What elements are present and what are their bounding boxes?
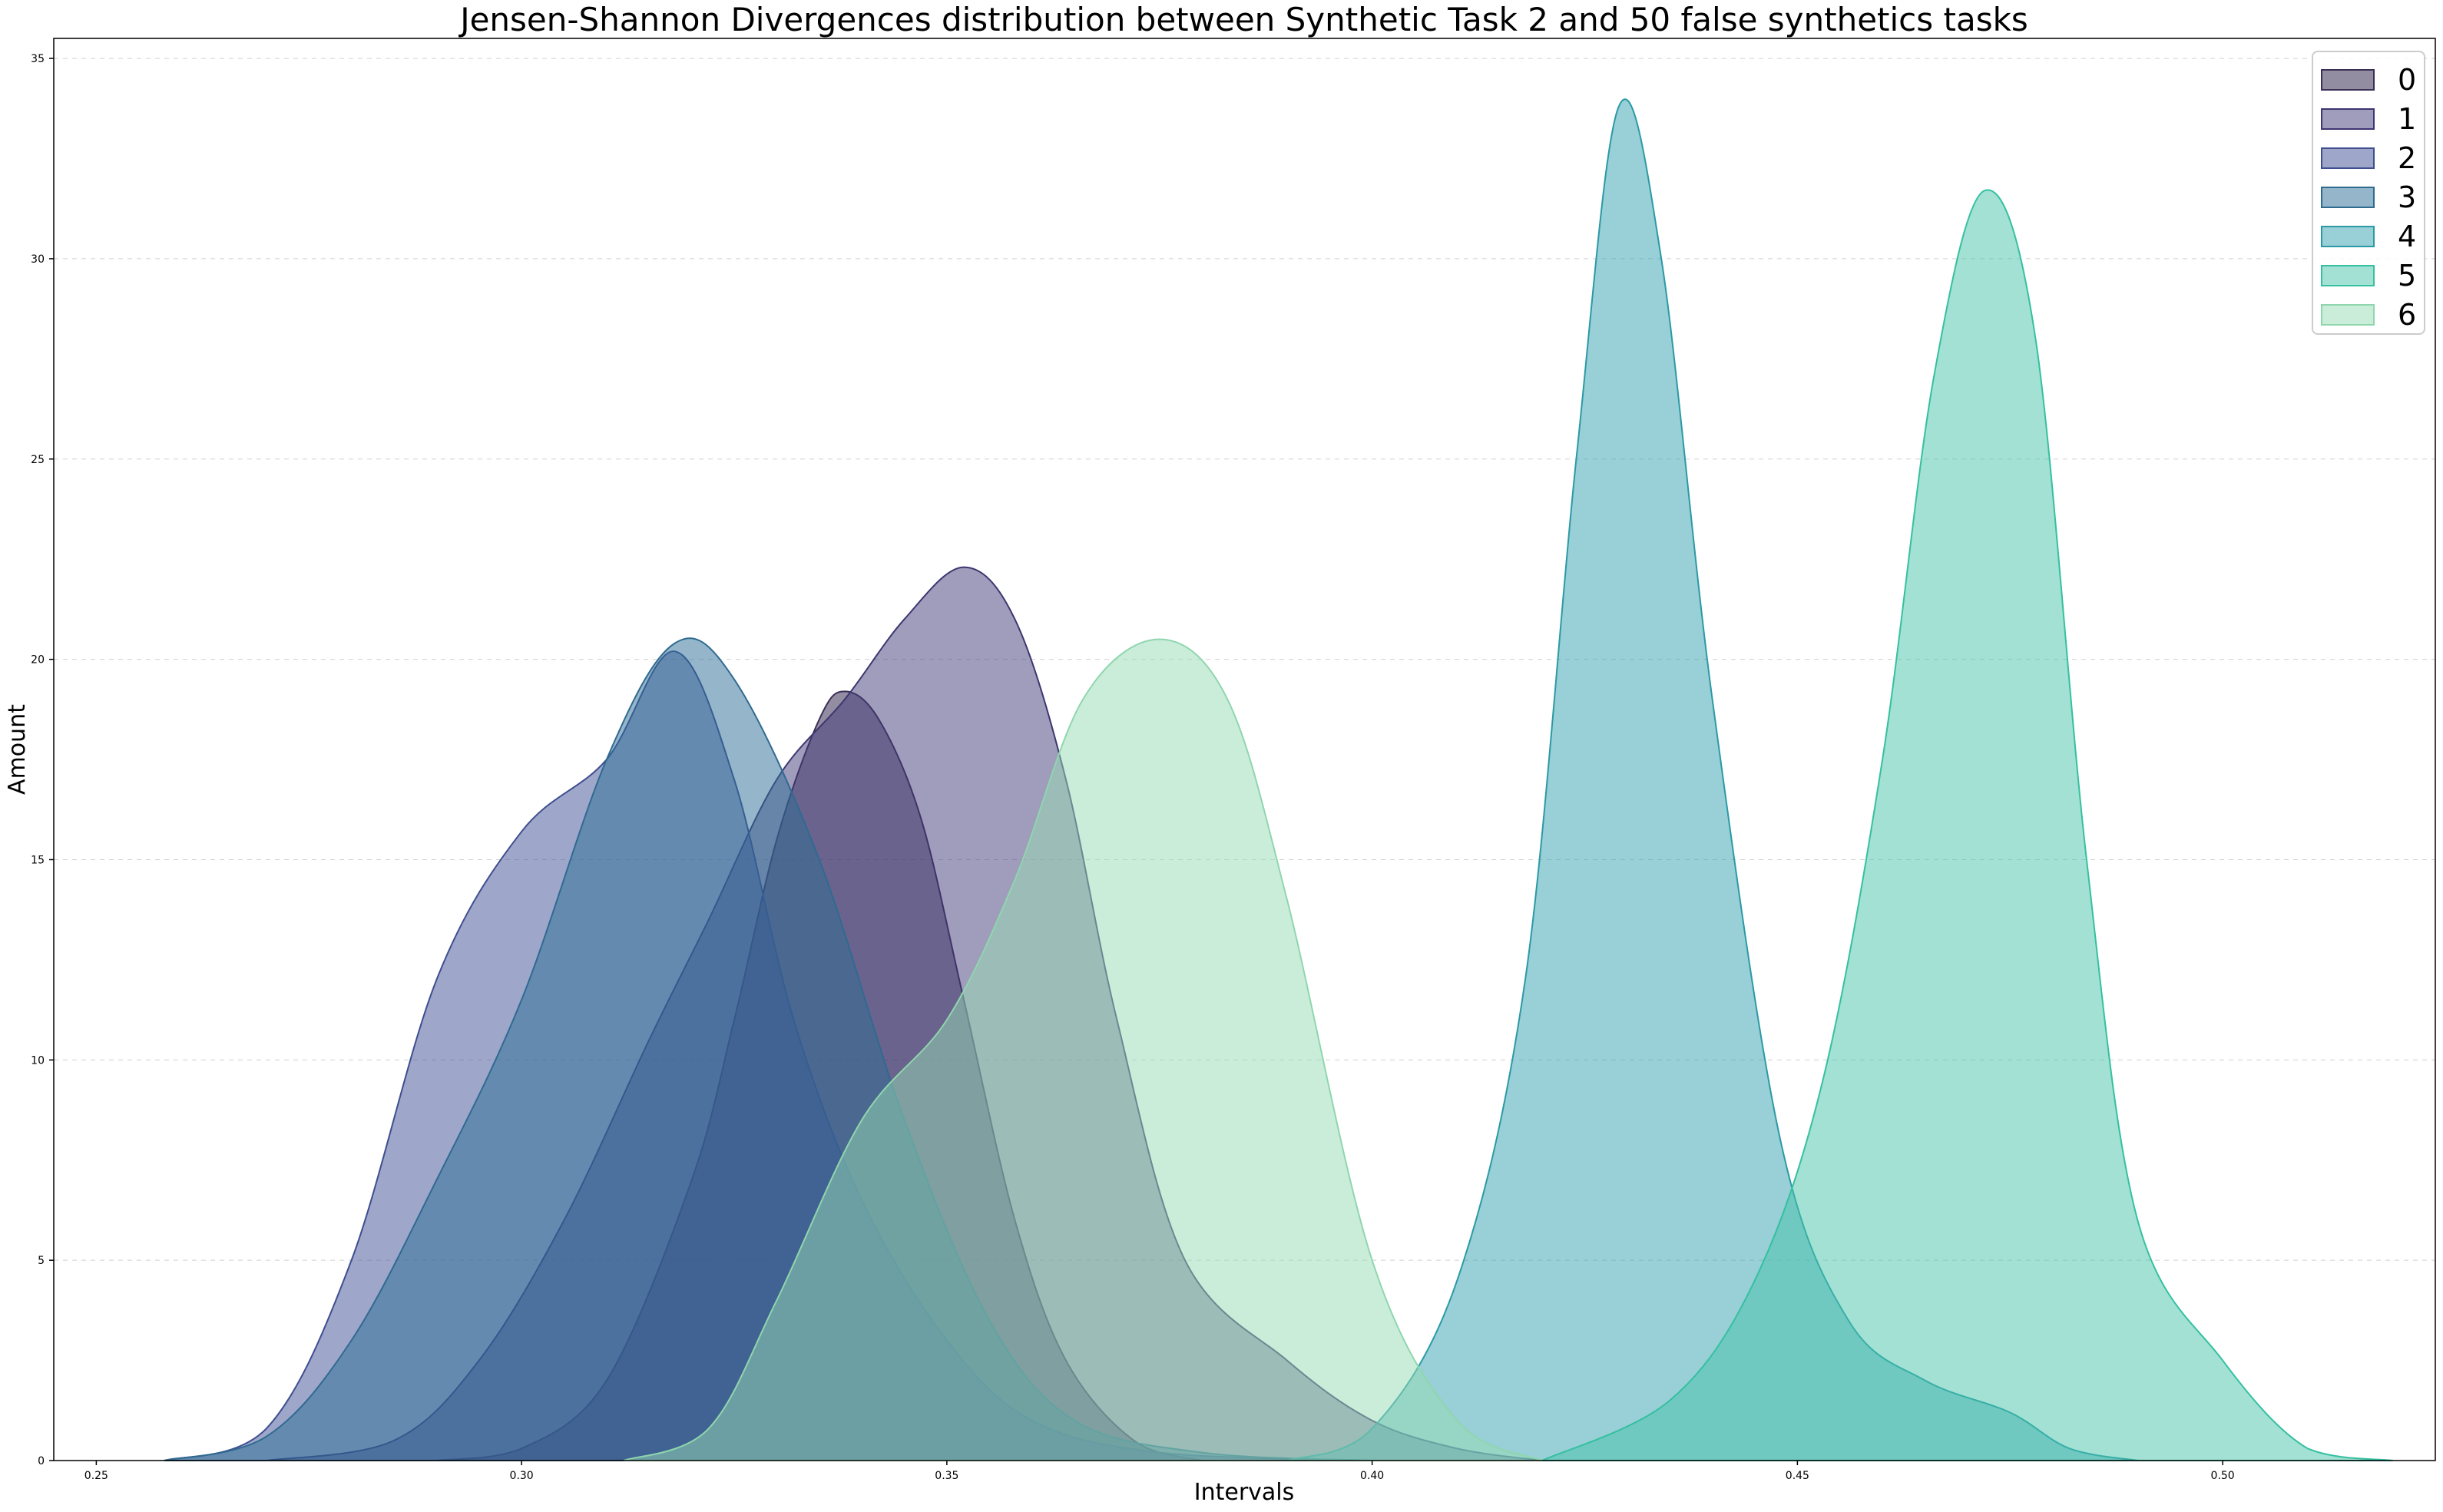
legend-swatch [2321,68,2375,91]
legend-swatch [2321,108,2375,130]
legend-label: 1 [2398,101,2417,136]
legend-swatch [2321,186,2375,208]
series-layer [164,98,2393,1461]
tick-layer: 0 5 10 15 20 25 30 35 0.25 0.30 0.35 0.40 0.45 0.50 [31,53,2235,1482]
legend-label: 3 [2398,180,2417,214]
y-tick-label: 20 [31,654,45,667]
legend-swatch [2321,264,2375,286]
legend-label: 4 [2398,219,2417,253]
x-tick-label: 0.25 [84,1470,108,1482]
x-tick-label: 0.30 [510,1470,534,1482]
legend-label: 2 [2398,141,2417,175]
legend-item-2: 2 [2313,138,2424,177]
legend-label: 5 [2398,258,2417,293]
legend-label: 6 [2398,297,2417,332]
x-axis-label: Intervals [1194,1479,1295,1506]
y-axis-label: Amount [4,704,31,795]
x-tick-label: 0.45 [1786,1470,1809,1482]
y-tick-label: 0 [38,1455,45,1467]
density-area-series-5 [1541,189,2393,1461]
legend-item-3: 3 [2313,177,2424,217]
legend-item-6: 6 [2313,295,2424,334]
legend-item-5: 5 [2313,256,2424,295]
legend-item-0: 0 [2313,60,2424,99]
y-tick-label: 25 [31,454,45,466]
density-area-series-6 [623,638,1543,1461]
x-tick-label: 0.35 [935,1470,958,1482]
legend: 0 1 2 3 4 5 6 [2312,51,2425,335]
legend-item-4: 4 [2313,217,2424,256]
x-tick-label: 0.50 [2211,1470,2235,1482]
y-tick-label: 15 [31,854,45,866]
chart-title: Jensen-Shannon Divergences distribution … [458,1,2028,38]
legend-label: 0 [2398,62,2417,97]
legend-swatch [2321,147,2375,169]
plot-frame [53,38,2436,1461]
y-tick-label: 5 [38,1255,45,1267]
legend-swatch [2321,225,2375,247]
y-tick-label: 35 [31,53,45,65]
x-tick-label: 0.40 [1360,1470,1384,1482]
y-tick-label: 30 [31,253,45,266]
y-tick-label: 10 [31,1054,45,1067]
legend-swatch [2321,303,2375,326]
legend-item-1: 1 [2313,99,2424,138]
